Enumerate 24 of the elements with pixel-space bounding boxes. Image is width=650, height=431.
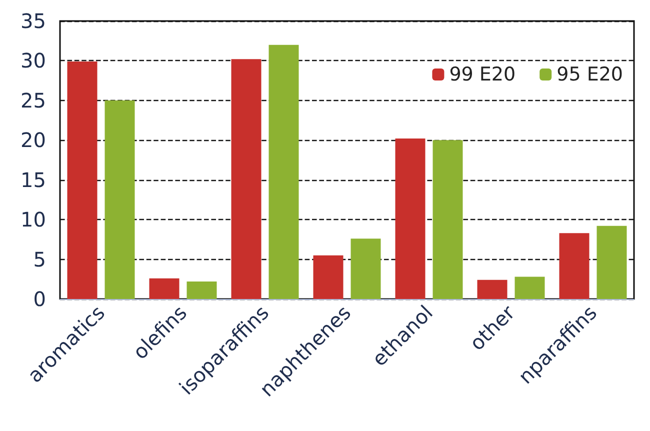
bar <box>186 282 217 299</box>
y-tick-label: 25 <box>20 88 46 112</box>
y-tick-label: 0 <box>33 287 46 311</box>
bar <box>350 238 381 299</box>
bar <box>514 276 545 299</box>
bar <box>477 280 508 299</box>
y-tick-label: 5 <box>33 247 46 272</box>
bar <box>268 44 299 299</box>
bar <box>313 255 344 299</box>
bar <box>67 62 98 299</box>
y-tick-label: 15 <box>20 168 46 192</box>
bar <box>395 138 426 299</box>
bar <box>231 59 262 299</box>
bar <box>149 278 180 299</box>
y-tick-label: 20 <box>20 128 46 152</box>
legend-label: 95 E20 <box>556 64 624 86</box>
y-tick-label: 30 <box>20 48 46 73</box>
y-tick-label: 35 <box>20 9 46 33</box>
bar <box>559 233 590 299</box>
legend-label: 99 E20 <box>449 64 516 86</box>
bar <box>104 100 135 299</box>
bar <box>596 226 627 299</box>
y-tick-label: 10 <box>20 208 46 232</box>
bar <box>432 140 463 299</box>
